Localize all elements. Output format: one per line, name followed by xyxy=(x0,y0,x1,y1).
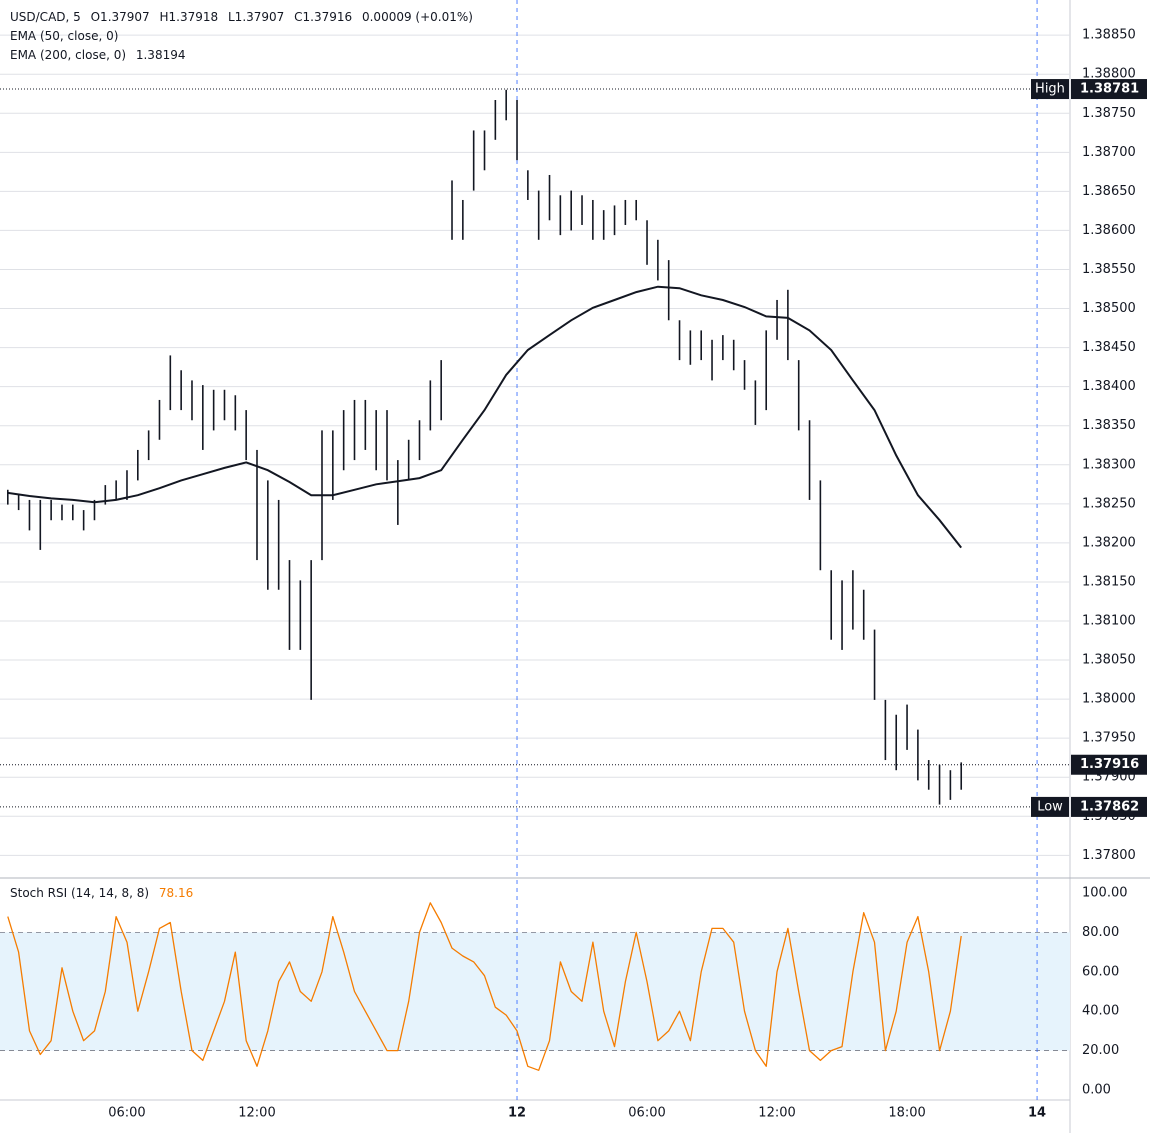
indicator-name: Stoch RSI (14, 14, 8, 8) xyxy=(10,886,150,900)
price-badge xyxy=(1071,754,1147,775)
readout: H1.37918 xyxy=(159,10,219,24)
y-tick-label: 1.38450 xyxy=(1082,340,1136,355)
x-tick-label: 18:00 xyxy=(888,1106,925,1121)
y-tick-label: 1.38200 xyxy=(1082,535,1136,550)
band xyxy=(0,932,1070,1051)
y-tick-label: 1.38800 xyxy=(1082,67,1136,82)
x-tick-label: 14 xyxy=(1028,1106,1046,1121)
y-tick-label: 1.38600 xyxy=(1082,223,1136,238)
y-tick-label: 1.38400 xyxy=(1082,379,1136,394)
y-tick-label: 1.38050 xyxy=(1082,653,1136,668)
y-tick-label: 100.00 xyxy=(1082,885,1128,900)
x-tick-label: 12 xyxy=(508,1106,526,1121)
x-tick-label: 12:00 xyxy=(238,1106,275,1121)
x-tick-label: 06:00 xyxy=(628,1106,665,1121)
price-badge-label: 1.37862 xyxy=(1080,799,1139,814)
indicator-value: 78.16 xyxy=(158,886,194,900)
readout: 0.00009 (+0.01%) xyxy=(361,10,473,24)
price-badge-label: 1.37916 xyxy=(1080,757,1139,772)
y-tick-label: 80.00 xyxy=(1082,925,1119,940)
symbol-header: USD/CAD, 5 O1.37907 H1.37918 L1.37907 C1… xyxy=(10,8,479,27)
price-badge xyxy=(1071,796,1147,817)
y-tick-label: 1.38150 xyxy=(1082,574,1136,589)
y-tick-label: 1.38750 xyxy=(1082,106,1136,121)
readout: C1.37916 xyxy=(294,10,353,24)
y-tick-label: 1.38550 xyxy=(1082,262,1136,277)
indicator-name: EMA (200, close, 0) xyxy=(10,48,127,62)
y-tick-label: 1.38000 xyxy=(1082,692,1136,707)
y-tick-label: 20.00 xyxy=(1082,1043,1119,1058)
y-tick-label: 1.38850 xyxy=(1082,28,1136,43)
readout: L1.37907 xyxy=(228,10,285,24)
y-tick-label: 1.38300 xyxy=(1082,457,1136,472)
stoch-rsi-line xyxy=(7,902,962,1071)
y-tick-label: 40.00 xyxy=(1082,1004,1119,1019)
y-tick-label: 1.37950 xyxy=(1082,731,1136,746)
marker-badge xyxy=(1031,796,1069,817)
readout: O1.37907 xyxy=(90,10,150,24)
ema-line xyxy=(7,285,962,549)
indicator-name: EMA (50, close, 0) xyxy=(10,29,119,43)
indicator-legend: EMA (50, close, 0) xyxy=(10,27,124,46)
y-tick-label: 1.38350 xyxy=(1082,418,1136,433)
y-tick-label: 1.38500 xyxy=(1082,301,1136,316)
indicator-value: 1.38194 xyxy=(135,48,186,62)
marker-badge xyxy=(1031,79,1069,100)
y-tick-label: 1.38250 xyxy=(1082,496,1136,511)
oscillator-legend: Stoch RSI (14, 14, 8, 8) 78.16 xyxy=(10,884,199,903)
price-badge-label: 1.38781 xyxy=(1080,82,1139,97)
marker-label: High xyxy=(1035,82,1065,97)
indicator-legend: EMA (200, close, 0) 1.38194 xyxy=(10,46,191,65)
price-badge xyxy=(1071,79,1147,100)
x-tick-label: 06:00 xyxy=(108,1106,145,1121)
y-tick-label: 1.38650 xyxy=(1082,184,1136,199)
y-tick-label: 1.38700 xyxy=(1082,145,1136,160)
symbol: USD/CAD, 5 xyxy=(10,10,81,24)
x-tick-label: 12:00 xyxy=(758,1106,795,1121)
y-tick-label: 0.00 xyxy=(1082,1082,1111,1097)
marker-label: Low xyxy=(1037,799,1063,814)
y-tick-label: 1.38100 xyxy=(1082,614,1136,629)
y-tick-label: 60.00 xyxy=(1082,964,1119,979)
y-tick-label: 1.37800 xyxy=(1082,848,1136,863)
